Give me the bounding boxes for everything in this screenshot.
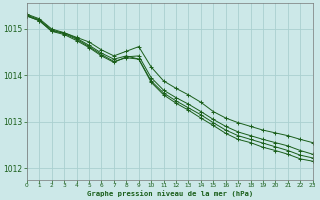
X-axis label: Graphe pression niveau de la mer (hPa): Graphe pression niveau de la mer (hPa) [87, 190, 253, 197]
